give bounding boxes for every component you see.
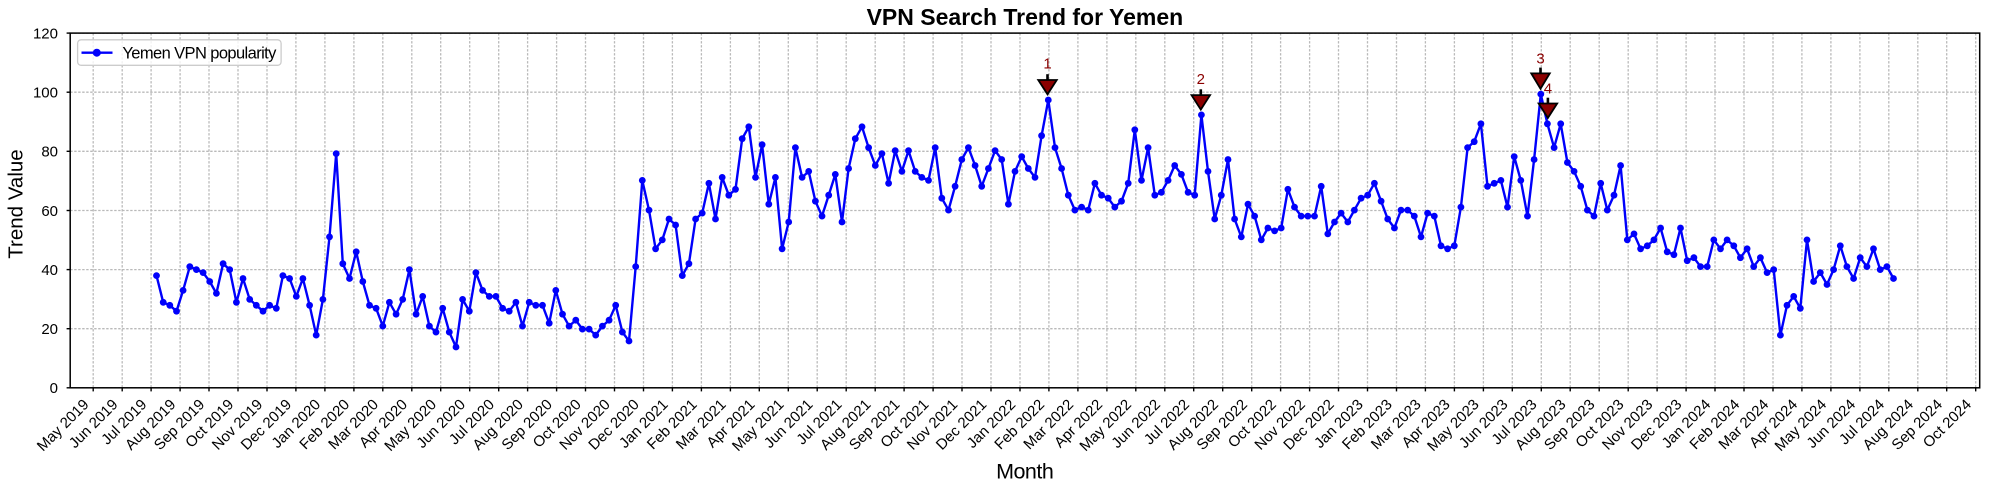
svg-text:VPN Search Trend for Yemen: VPN Search Trend for Yemen xyxy=(867,4,1184,30)
svg-text:20: 20 xyxy=(41,321,58,338)
svg-text:Month: Month xyxy=(996,459,1053,483)
svg-text:2: 2 xyxy=(1197,71,1205,88)
svg-text:120: 120 xyxy=(33,25,58,42)
svg-text:1: 1 xyxy=(1043,55,1051,72)
svg-text:3: 3 xyxy=(1536,51,1544,68)
svg-text:Yemen VPN popularity: Yemen VPN popularity xyxy=(122,44,277,62)
svg-text:60: 60 xyxy=(41,203,58,220)
svg-text:40: 40 xyxy=(41,262,58,279)
svg-text:100: 100 xyxy=(33,85,58,102)
svg-text:Trend Value: Trend Value xyxy=(5,149,28,258)
svg-text:4: 4 xyxy=(1544,80,1552,97)
svg-text:80: 80 xyxy=(41,144,58,161)
svg-text:0: 0 xyxy=(50,380,58,397)
